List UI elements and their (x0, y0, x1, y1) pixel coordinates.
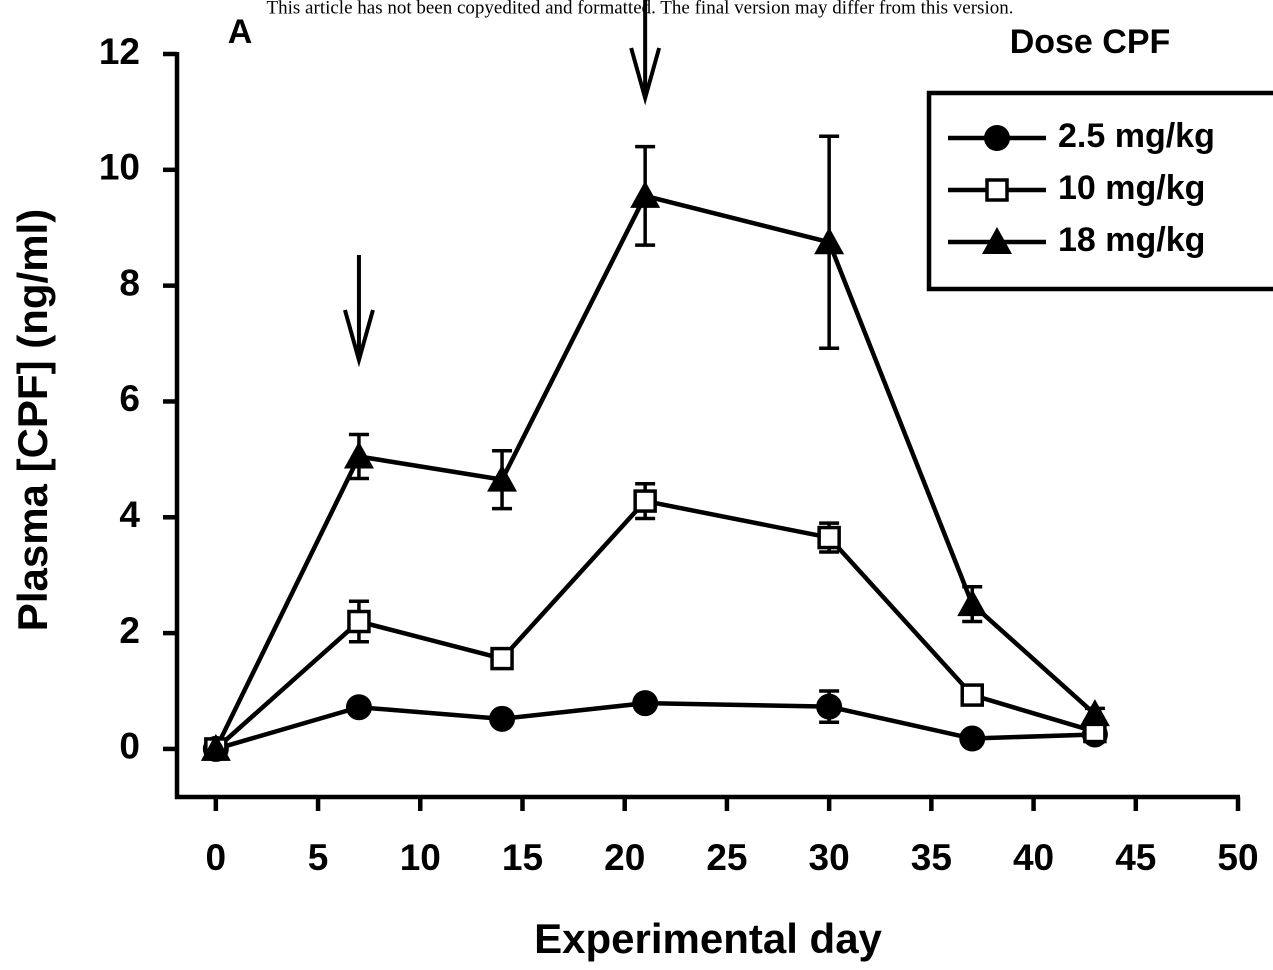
panel-label: A (228, 13, 253, 51)
x-tick-label: 35 (911, 837, 952, 878)
header-note: This article has not been copyedited and… (267, 0, 1014, 18)
x-tick-label: 45 (1115, 837, 1156, 878)
x-tick-label: 5 (308, 837, 329, 878)
x-tick-label: 0 (206, 837, 227, 878)
legend-label: 10 mg/kg (1058, 169, 1205, 207)
x-tick-label: 25 (706, 837, 747, 878)
marker (982, 227, 1012, 254)
marker (345, 694, 372, 721)
dose-arrow (343, 255, 375, 368)
x-tick-label: 20 (604, 837, 645, 878)
marker (814, 227, 845, 255)
marker (960, 683, 984, 707)
y-tick-label: 6 (119, 378, 140, 419)
marker (816, 693, 843, 720)
x-tick-label: 10 (400, 837, 441, 878)
marker (817, 525, 841, 550)
x-axis-label: Experimental day (534, 915, 882, 962)
marker (487, 464, 518, 492)
marker (200, 733, 231, 761)
marker (984, 125, 1010, 151)
marker (347, 609, 371, 634)
marker (633, 489, 657, 513)
y-tick-label: 8 (119, 262, 140, 303)
marker (630, 180, 661, 208)
marker (490, 646, 514, 671)
x-tick-label: 15 (502, 837, 543, 878)
legend-box (926, 90, 1273, 292)
y-tick-label: 0 (119, 726, 140, 767)
y-tick-label: 4 (119, 494, 140, 535)
x-tick-label: 50 (1217, 837, 1258, 878)
marker (985, 178, 1009, 202)
marker (1079, 699, 1110, 727)
y-tick-label: 10 (99, 147, 140, 188)
y-tick-label: 12 (99, 31, 140, 72)
y-tick-label: 2 (119, 610, 140, 651)
marker (489, 705, 516, 732)
x-tick-label: 30 (809, 837, 850, 878)
marker (343, 441, 374, 469)
y-axis-label: Plasma [CPF] (ng/ml) (9, 209, 56, 631)
marker (632, 690, 659, 717)
legend-title: Dose CPF (1010, 23, 1171, 61)
legend-label: 18 mg/kg (1058, 221, 1205, 259)
legend-label: 2.5 mg/kg (1058, 117, 1215, 155)
marker (957, 589, 988, 617)
dose-arrow (629, 0, 662, 106)
marker (959, 725, 986, 752)
x-tick-label: 40 (1013, 837, 1054, 878)
